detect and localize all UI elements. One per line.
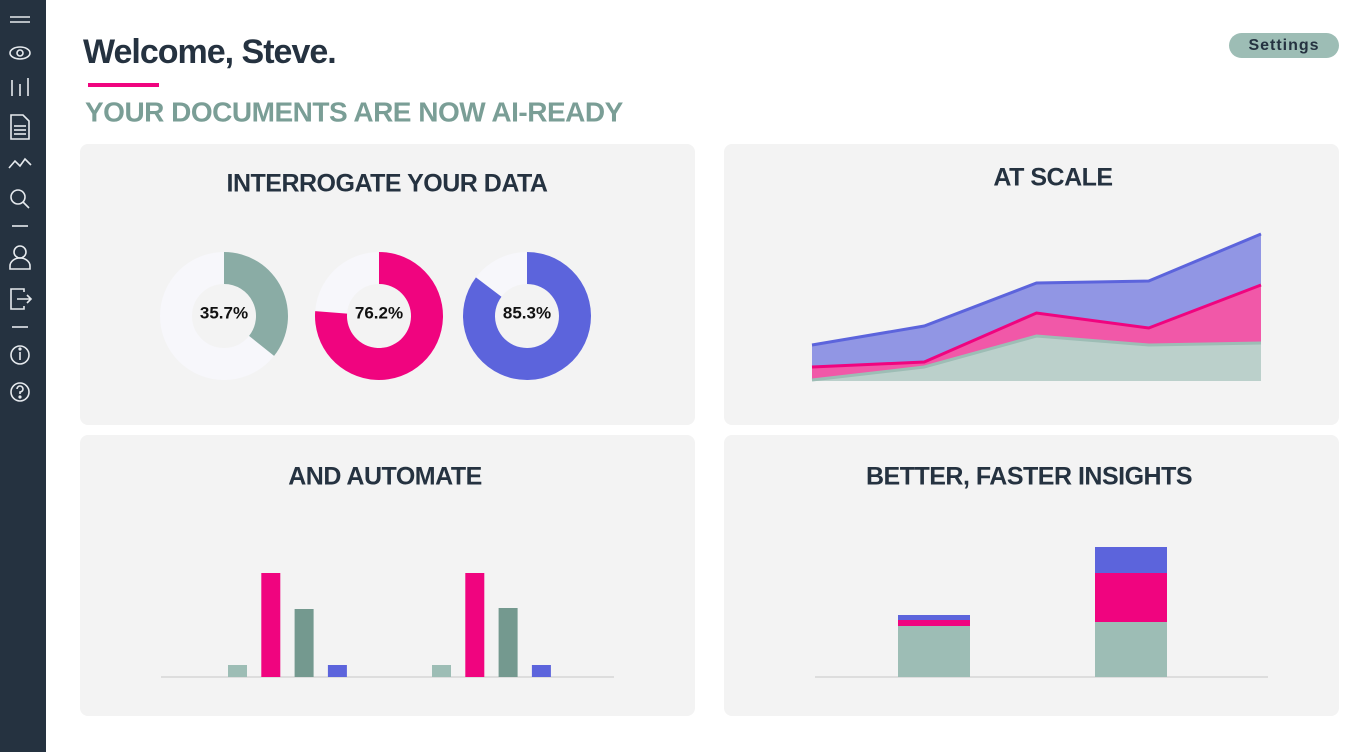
subtitle: YOUR DOCUMENTS ARE NOW AI-READY <box>85 96 624 127</box>
sidebar <box>0 0 46 752</box>
donut-arc <box>314 252 443 380</box>
card <box>80 435 695 716</box>
menu-icon[interactable] <box>10 16 30 23</box>
area-fill <box>812 285 1261 380</box>
search-icon[interactable] <box>10 189 30 209</box>
title-underline <box>88 83 159 87</box>
welcome-title: Welcome, Steve. <box>83 33 336 71</box>
bar-segment <box>1095 622 1167 677</box>
area-line <box>811 334 1262 382</box>
bar <box>228 665 247 677</box>
area-line <box>811 283 1262 369</box>
settings-pill[interactable] <box>1229 33 1339 58</box>
settings-button[interactable]: Settings <box>1229 33 1339 58</box>
bar-segment <box>898 626 970 677</box>
bar-segment <box>1095 547 1167 573</box>
logout-icon[interactable] <box>10 288 33 310</box>
view-icon[interactable] <box>9 46 31 60</box>
donut-label: 76.2% <box>355 303 403 322</box>
donut-arc <box>224 252 288 356</box>
charts-icon[interactable] <box>11 78 29 96</box>
bar <box>261 573 281 677</box>
bar <box>498 608 518 677</box>
settings-label[interactable]: Settings <box>1248 37 1319 54</box>
help-icon[interactable] <box>10 382 30 402</box>
user-icon[interactable] <box>9 245 31 270</box>
card-title: AND AUTOMATE <box>288 463 482 491</box>
card-title: AT SCALE <box>993 164 1112 192</box>
bar <box>432 665 451 677</box>
donut-label: 85.3% <box>503 303 551 322</box>
area-line <box>811 232 1262 347</box>
area-fill <box>812 234 1261 367</box>
donut-arc <box>462 252 591 380</box>
bar <box>531 665 551 677</box>
trend-icon[interactable] <box>8 157 32 169</box>
donut-label: 35.7% <box>200 303 248 322</box>
bar-segment <box>898 620 970 626</box>
bar-segment <box>1095 573 1167 622</box>
bar <box>465 573 485 677</box>
info-icon[interactable] <box>10 345 30 365</box>
card-title: BETTER, FASTER INSIGHTS <box>866 463 1192 491</box>
bar-segment <box>898 615 970 620</box>
sidebar-icons <box>8 16 33 402</box>
bar <box>294 609 314 677</box>
area-fill <box>812 336 1261 381</box>
document-icon[interactable] <box>10 114 30 140</box>
card <box>724 435 1339 716</box>
bar <box>327 665 347 677</box>
card-title: INTERROGATE YOUR DATA <box>227 170 548 198</box>
